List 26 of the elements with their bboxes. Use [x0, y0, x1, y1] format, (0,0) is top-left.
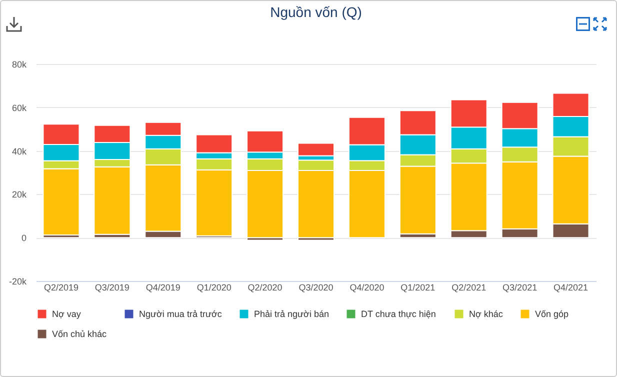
- legend-label: Phải trả người bán: [254, 309, 329, 319]
- legend-label: Nợ vay: [52, 309, 82, 319]
- legend-label: DT chưa thực hiện: [361, 309, 436, 319]
- y-tick-label: 40k: [12, 146, 27, 156]
- x-tick-label: Q1/2021: [400, 282, 436, 292]
- bar: [298, 142, 334, 156]
- legend-label: Người mua trả trước: [139, 309, 222, 319]
- x-tick-label: Q4/2019: [146, 282, 180, 292]
- x-tick-label: Q1/2020: [196, 282, 232, 292]
- x-tick-label: Q4/2020: [350, 282, 384, 292]
- x-tick-label: Q2/2019: [44, 282, 78, 292]
- x-tick-label: Q2/2021: [452, 282, 486, 292]
- y-tick-label: 60k: [12, 102, 27, 113]
- y-tick-label: -20k: [8, 276, 27, 286]
- chart-title: Nguồn vốn (Q): [270, 4, 362, 20]
- x-tick-label: Q3/2021: [502, 282, 538, 292]
- y-tick-label: 20k: [12, 190, 27, 200]
- x-tick-label: Q2/2020: [248, 282, 282, 292]
- y-tick-label: 80k: [12, 60, 27, 70]
- x-tick-label: Q3/2019: [94, 282, 130, 292]
- legend-label: Vốn góp: [535, 309, 569, 319]
- x-tick-label: Q4/2021: [554, 282, 588, 292]
- x-tick-label: Q3/2020: [298, 282, 334, 292]
- legend-label: Nợ khác: [469, 309, 504, 319]
- legend-label: Vốn chủ khác: [52, 329, 108, 339]
- y-tick-label: 0: [21, 233, 26, 244]
